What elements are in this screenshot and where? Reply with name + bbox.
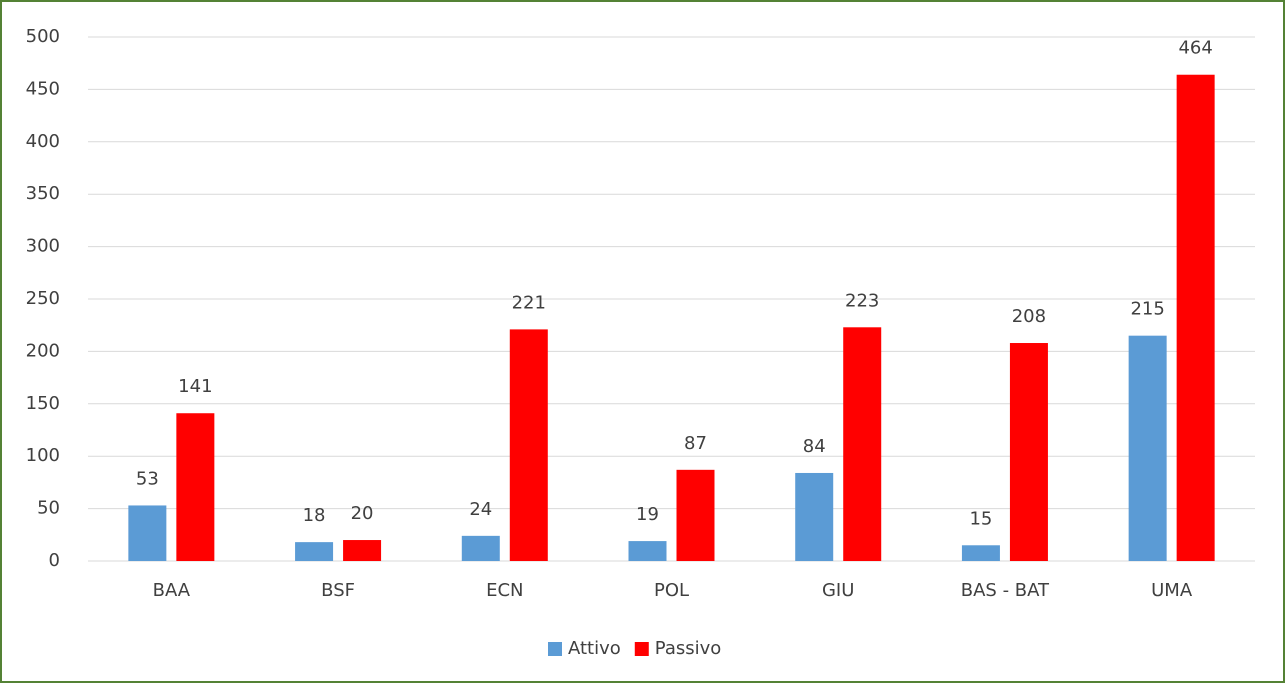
data-label: 20 (351, 503, 374, 524)
bar (343, 540, 382, 561)
legend-label: Passivo (655, 638, 722, 659)
data-label: 223 (845, 290, 879, 311)
data-label: 24 (469, 499, 492, 520)
x-tick-label: BAA (153, 580, 191, 601)
y-tick-label: 400 (26, 131, 60, 152)
data-label: 215 (1130, 299, 1164, 320)
bar (1009, 343, 1048, 561)
legend-swatch (634, 642, 649, 656)
y-tick-label: 100 (26, 445, 60, 466)
bar (176, 413, 215, 561)
bar (295, 542, 334, 561)
data-label: 87 (684, 433, 707, 454)
y-tick-label: 350 (26, 183, 60, 204)
data-label: 18 (303, 505, 326, 526)
data-label: 84 (803, 436, 826, 457)
data-label: 208 (1012, 306, 1046, 327)
x-tick-label: BSF (321, 580, 355, 601)
bar (461, 535, 500, 561)
bar (628, 541, 667, 561)
x-tick-label: GIU (822, 580, 854, 601)
data-label: 464 (1178, 38, 1212, 59)
legend-label: Attivo (568, 638, 621, 659)
x-tick-label: POL (654, 580, 689, 601)
x-tick-label: BAS - BAT (961, 580, 1050, 601)
y-tick-label: 50 (37, 498, 60, 519)
bar (961, 545, 1000, 561)
x-tick-label: ECN (486, 580, 523, 601)
y-tick-label: 250 (26, 288, 60, 309)
bar (843, 327, 882, 561)
bar (509, 329, 548, 561)
bar (795, 472, 834, 561)
data-label: 53 (136, 468, 159, 489)
y-tick-label: 300 (26, 236, 60, 257)
data-label: 141 (178, 376, 212, 397)
data-label: 15 (969, 508, 992, 529)
bar (1176, 74, 1215, 561)
legend-swatch (548, 642, 562, 656)
bar (1128, 335, 1167, 561)
data-label: 221 (512, 292, 546, 313)
bar (676, 469, 715, 561)
y-tick-label: 500 (26, 26, 60, 47)
bar (128, 505, 167, 561)
y-tick-label: 0 (49, 550, 60, 571)
x-tick-label: UMA (1151, 580, 1193, 601)
y-tick-label: 450 (26, 78, 60, 99)
y-tick-label: 200 (26, 340, 60, 361)
data-label: 19 (636, 504, 659, 525)
y-tick-label: 150 (26, 393, 60, 414)
